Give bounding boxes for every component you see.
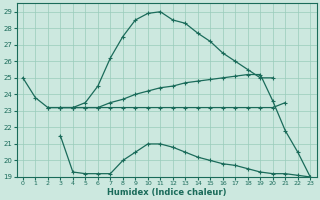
X-axis label: Humidex (Indice chaleur): Humidex (Indice chaleur): [107, 188, 226, 197]
